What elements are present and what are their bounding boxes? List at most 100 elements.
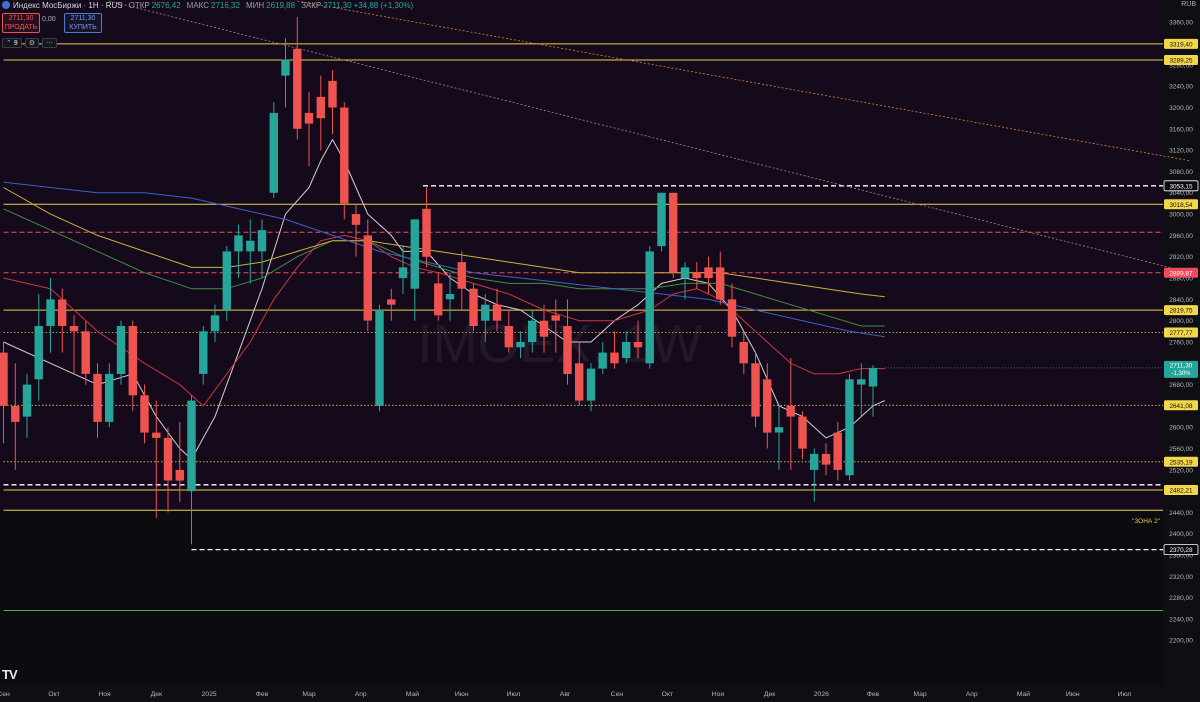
candle-70 <box>821 443 831 476</box>
level-badge-box-8 <box>1164 400 1198 411</box>
time-tick-6: Мар <box>302 691 316 698</box>
level-price-badges: 3319,40 3289,25 3053,15 3018,54 2889,87 2819,… <box>884 38 1199 555</box>
candle-53 <box>622 331 631 364</box>
current-price-change: -1,30% <box>1171 371 1191 377</box>
sell-button[interactable]: 2711,30 ПРОДАТЬ <box>2 13 40 33</box>
candle-body-64 <box>751 363 760 417</box>
candle-body-40 <box>469 288 478 326</box>
candle-22 <box>257 219 267 278</box>
time-tick-8: Май <box>406 690 420 698</box>
level-badge-box-3 <box>1164 199 1198 210</box>
time-tick-10: Июл <box>507 691 521 698</box>
time-tick-17: Фев <box>867 691 880 698</box>
time-tick-7: Апр <box>355 691 367 698</box>
candle-4 <box>46 278 55 353</box>
candle-body-21 <box>246 240 255 252</box>
candle-43 <box>504 310 513 353</box>
moex-logo-icon <box>2 1 10 9</box>
low-value: 2619,88 <box>266 1 296 10</box>
open-label: ОТКР <box>128 1 150 10</box>
trendline-0 <box>109 0 1191 274</box>
candle-30 <box>351 203 361 257</box>
sell-price: 2711,30 <box>8 15 34 22</box>
time-tick-2: Ноя <box>98 691 111 698</box>
time-tick-3: Дек <box>151 691 162 698</box>
level-badge-9: 2535,19 <box>1164 456 1198 467</box>
candle-46 <box>539 304 549 353</box>
candle-body-38 <box>445 294 455 300</box>
candle-14 <box>163 427 173 513</box>
candle-39 <box>457 251 466 310</box>
time-tick-1: Окт <box>48 691 59 698</box>
plot-band <box>0 0 1163 511</box>
candle-57 <box>669 192 678 278</box>
candle-body-67 <box>786 405 795 417</box>
indicator-more-icon[interactable]: ⋯ <box>42 38 57 48</box>
candle-51 <box>598 342 607 374</box>
candle-40 <box>469 283 478 332</box>
indicators-bar: ⌃ 9 ⚙ ⋯ <box>2 38 60 48</box>
candle-body-1 <box>11 405 20 422</box>
time-tick-15: Дек <box>764 691 775 698</box>
candle-59 <box>692 262 701 289</box>
candle-16 <box>187 395 196 545</box>
currency-label[interactable]: RUB <box>1181 1 1196 8</box>
candle-26 <box>304 91 314 167</box>
price-tick-2240: 2240,00 <box>1169 616 1193 623</box>
candle-body-69 <box>810 453 819 470</box>
level-badge-box-9 <box>1164 456 1198 467</box>
candle-33 <box>387 288 396 321</box>
candle-48 <box>563 299 572 385</box>
price-tick-3040: 3040,00 <box>1169 190 1193 197</box>
level-badge-text-11: 2482,21 <box>1169 488 1193 495</box>
chart-watermark: IMOEX, 1W <box>417 314 702 374</box>
candle-64 <box>751 352 760 428</box>
candle-23 <box>269 102 278 199</box>
candle-body-74 <box>868 367 878 387</box>
candle-41 <box>481 294 490 342</box>
candle-3 <box>34 294 43 401</box>
price-axis-background <box>1163 0 1200 702</box>
level-badge-text-7: 2777,77 <box>1169 330 1193 337</box>
candle-62 <box>727 283 737 348</box>
indicator-settings-icon[interactable]: ⚙ <box>24 38 39 48</box>
buy-button[interactable]: 2711,30 КУПИТЬ <box>64 13 102 33</box>
candle-42 <box>492 288 502 332</box>
time-tick-20: Май <box>1017 690 1031 698</box>
candle-body-23 <box>269 112 278 193</box>
candle-body-2 <box>22 384 32 417</box>
time-tick-13: Окт <box>662 691 673 698</box>
level-badge-box-5 <box>1164 267 1198 278</box>
candle-17 <box>199 326 208 385</box>
price-tick-2960: 2960,00 <box>1169 233 1193 240</box>
candle-60 <box>704 256 713 294</box>
time-tick-5: Фев <box>256 691 269 698</box>
candle-69 <box>810 448 819 502</box>
low-label: МИН <box>245 1 265 10</box>
chart-header: Индекс МосБиржи · 1Н · RUS ОТКР 2676,42 МАК… <box>0 0 1160 12</box>
candle-body-60 <box>704 267 713 279</box>
candle-body-55 <box>645 251 654 364</box>
time-axis-background <box>0 685 1200 702</box>
indicators-toggle-button[interactable]: ⌃ 9 <box>2 38 22 48</box>
moving-average-4 <box>3 181 885 338</box>
price-tick-2600: 2600,00 <box>1169 425 1193 432</box>
candle-body-51 <box>598 352 607 369</box>
candle-10 <box>116 320 126 385</box>
candle-8 <box>93 363 102 438</box>
candle-body-63 <box>739 342 748 364</box>
level-badge-text-0: 3319,40 <box>1169 42 1193 49</box>
level-badge-text-5: 2889,87 <box>1169 270 1193 277</box>
candle-body-22 <box>257 230 267 252</box>
tradingview-logo-icon: TV <box>2 667 18 682</box>
candle-2 <box>22 373 32 438</box>
symbol-title[interactable]: Индекс МосБиржи · 1Н · RUS <box>13 1 123 10</box>
level-badge-3: 3018,54 <box>1164 199 1198 210</box>
candle-21 <box>246 219 255 284</box>
open-value: 2676,42 <box>151 1 181 10</box>
candle-9 <box>105 363 114 428</box>
candle-body-45 <box>528 320 537 342</box>
candle-31 <box>363 219 372 332</box>
level-badge-11: 2482,21 <box>1164 485 1198 495</box>
